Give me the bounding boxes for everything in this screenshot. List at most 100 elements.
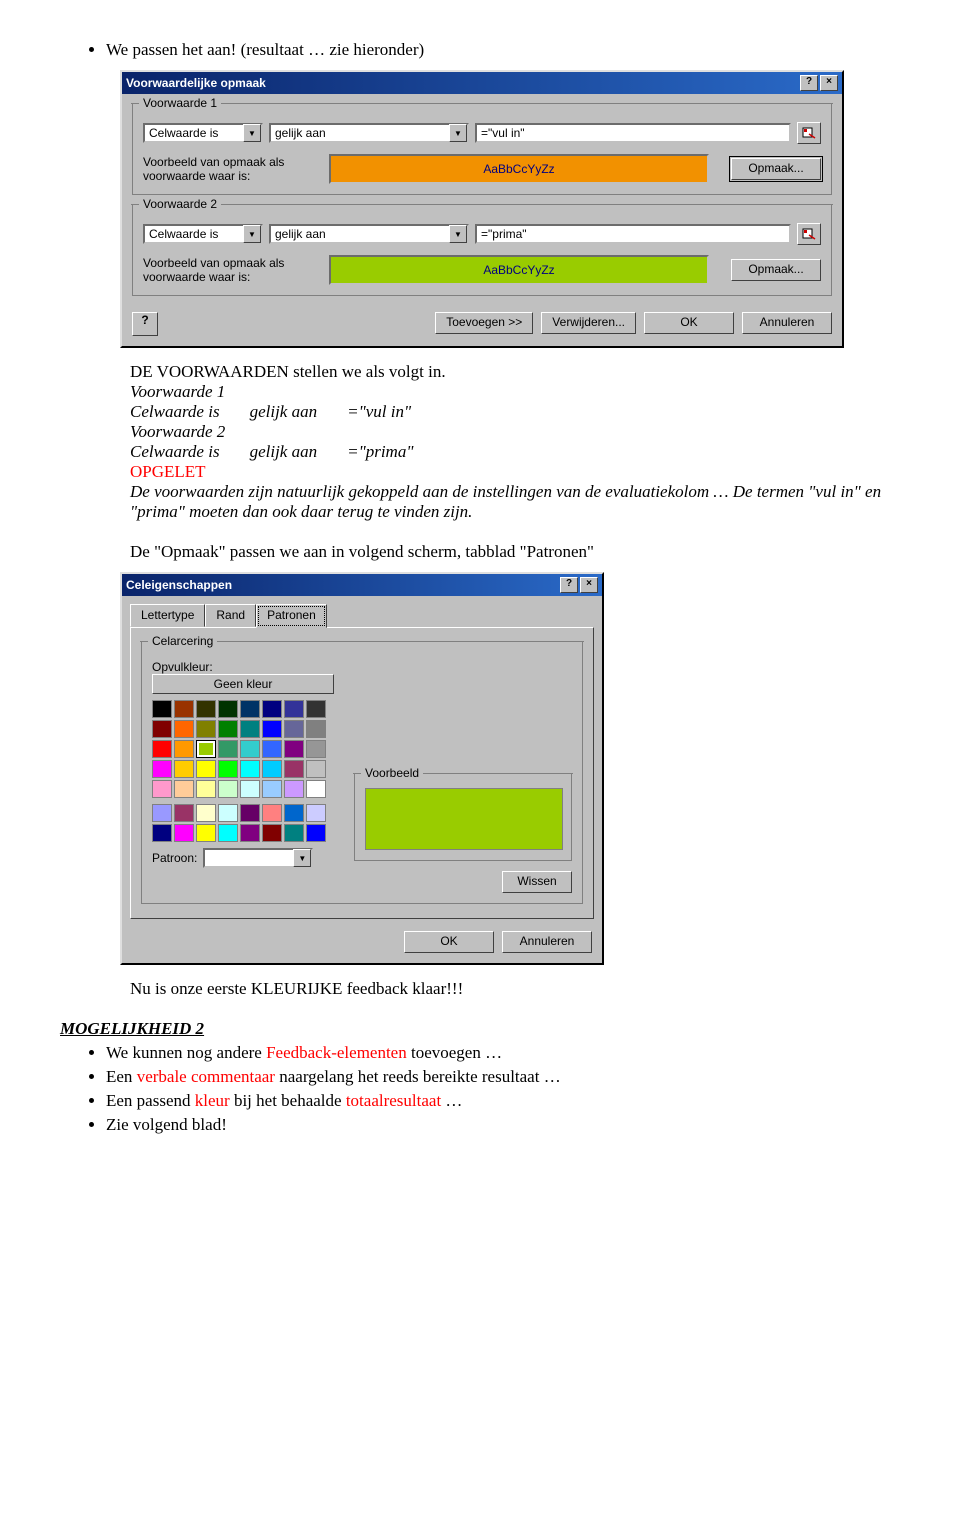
opmaak-button-1[interactable]: Opmaak...: [731, 158, 821, 180]
color-swatch[interactable]: [262, 720, 282, 738]
color-swatch[interactable]: [306, 804, 326, 822]
color-swatch[interactable]: [284, 720, 304, 738]
color-swatch[interactable]: [240, 824, 260, 842]
dropdown-patroon[interactable]: ▼: [203, 848, 313, 868]
color-swatch[interactable]: [174, 720, 194, 738]
color-swatch[interactable]: [218, 720, 238, 738]
ok-button[interactable]: OK: [404, 931, 494, 953]
preview-panel: Voorbeeld: [354, 774, 572, 861]
voorwaarde2-title: Voorwaarde 2: [130, 422, 900, 442]
color-swatch[interactable]: [262, 824, 282, 842]
color-swatch[interactable]: [240, 700, 260, 718]
color-swatch[interactable]: [262, 760, 282, 778]
range-picker-icon[interactable]: [797, 122, 821, 144]
color-swatch[interactable]: [262, 700, 282, 718]
toevoegen-button[interactable]: Toevoegen >>: [435, 312, 533, 334]
color-swatch[interactable]: [152, 720, 172, 738]
color-swatch[interactable]: [152, 804, 172, 822]
ok-button[interactable]: OK: [644, 312, 734, 334]
color-swatch[interactable]: [306, 720, 326, 738]
tab-rand[interactable]: Rand: [205, 604, 256, 627]
annuleren-button[interactable]: Annuleren: [502, 931, 592, 953]
color-swatch[interactable]: [152, 780, 172, 798]
color-swatch[interactable]: [262, 740, 282, 758]
format-preview-1: AaBbCcYyZz: [329, 154, 709, 184]
groupbox-condition-1: Voorwaarde 1 Celwaarde is▼ gelijk aan▼ =…: [132, 104, 832, 195]
color-swatch[interactable]: [218, 740, 238, 758]
color-swatch[interactable]: [306, 824, 326, 842]
color-swatch[interactable]: [240, 760, 260, 778]
color-swatch[interactable]: [196, 700, 216, 718]
color-swatch[interactable]: [240, 804, 260, 822]
bullet-intro: We passen het aan! (resultaat … zie hier…: [106, 40, 900, 60]
color-swatch[interactable]: [262, 804, 282, 822]
dropdown-celwaarde-2[interactable]: Celwaarde is▼: [143, 224, 263, 244]
intro-line: DE VOORWAARDEN stellen we als volgt in.: [130, 362, 900, 382]
color-swatch[interactable]: [196, 780, 216, 798]
color-swatch[interactable]: [174, 740, 194, 758]
opmaak-line: De "Opmaak" passen we aan in volgend sch…: [130, 542, 900, 562]
opgelet-text: De voorwaarden zijn natuurlijk gekoppeld…: [130, 482, 881, 521]
color-swatch[interactable]: [174, 700, 194, 718]
dropdown-operator-1[interactable]: gelijk aan▼: [269, 123, 469, 143]
color-swatch[interactable]: [174, 760, 194, 778]
color-swatch[interactable]: [284, 780, 304, 798]
color-swatch[interactable]: [284, 760, 304, 778]
preview-fill: [365, 788, 563, 850]
close-icon[interactable]: ×: [820, 75, 838, 91]
color-swatch[interactable]: [174, 780, 194, 798]
color-swatch[interactable]: [218, 804, 238, 822]
color-swatch[interactable]: [306, 700, 326, 718]
chevron-down-icon: ▼: [449, 124, 467, 142]
color-swatch[interactable]: [306, 780, 326, 798]
opmaak-button-2[interactable]: Opmaak...: [731, 259, 821, 281]
value-field-2[interactable]: ="prima": [475, 224, 791, 244]
color-swatch[interactable]: [240, 780, 260, 798]
color-swatch[interactable]: [152, 700, 172, 718]
color-swatch[interactable]: [152, 824, 172, 842]
dialog-voorwaardelijke-opmaak: Voorwaardelijke opmaak ? × Voorwaarde 1 …: [120, 70, 844, 348]
color-swatch[interactable]: [196, 804, 216, 822]
color-swatch[interactable]: [284, 740, 304, 758]
voorwaarde2-row: Celwaarde is gelijk aan ="prima": [130, 442, 443, 462]
color-swatch[interactable]: [284, 700, 304, 718]
chevron-down-icon: ▼: [243, 124, 261, 142]
dropdown-celwaarde-1[interactable]: Celwaarde is▼: [143, 123, 263, 143]
titlebar: Voorwaardelijke opmaak ? ×: [122, 72, 842, 94]
tab-lettertype[interactable]: Lettertype: [130, 604, 205, 627]
color-swatch[interactable]: [196, 760, 216, 778]
tab-patronen[interactable]: Patronen: [256, 604, 327, 628]
dropdown-operator-2[interactable]: gelijk aan▼: [269, 224, 469, 244]
range-picker-icon[interactable]: [797, 223, 821, 245]
color-swatch[interactable]: [240, 740, 260, 758]
color-swatch[interactable]: [306, 760, 326, 778]
wissen-button[interactable]: Wissen: [502, 871, 572, 893]
color-swatch[interactable]: [262, 780, 282, 798]
color-swatch[interactable]: [218, 780, 238, 798]
tab-body: Celarcering Opvulkleur: Geen kleur Patro…: [130, 627, 594, 919]
color-swatch[interactable]: [152, 740, 172, 758]
color-swatch[interactable]: [196, 740, 216, 758]
preview-label-1: Voorbeeld van opmaak als voorwaarde waar…: [143, 155, 323, 183]
color-swatch[interactable]: [218, 824, 238, 842]
color-swatch[interactable]: [174, 824, 194, 842]
color-swatch[interactable]: [196, 824, 216, 842]
color-swatch[interactable]: [174, 804, 194, 822]
value-field-1[interactable]: ="vul in": [475, 123, 791, 143]
color-swatch[interactable]: [218, 760, 238, 778]
chevron-down-icon: ▼: [449, 225, 467, 243]
color-swatch[interactable]: [284, 804, 304, 822]
color-swatch[interactable]: [196, 720, 216, 738]
color-swatch[interactable]: [306, 740, 326, 758]
color-swatch[interactable]: [152, 760, 172, 778]
help-button[interactable]: ?: [132, 312, 158, 336]
color-swatch[interactable]: [284, 824, 304, 842]
help-icon[interactable]: ?: [560, 577, 578, 593]
close-icon[interactable]: ×: [580, 577, 598, 593]
annuleren-button[interactable]: Annuleren: [742, 312, 832, 334]
color-swatch[interactable]: [240, 720, 260, 738]
help-icon[interactable]: ?: [800, 75, 818, 91]
geen-kleur-button[interactable]: Geen kleur: [152, 674, 334, 694]
verwijderen-button[interactable]: Verwijderen...: [541, 312, 636, 334]
color-swatch[interactable]: [218, 700, 238, 718]
